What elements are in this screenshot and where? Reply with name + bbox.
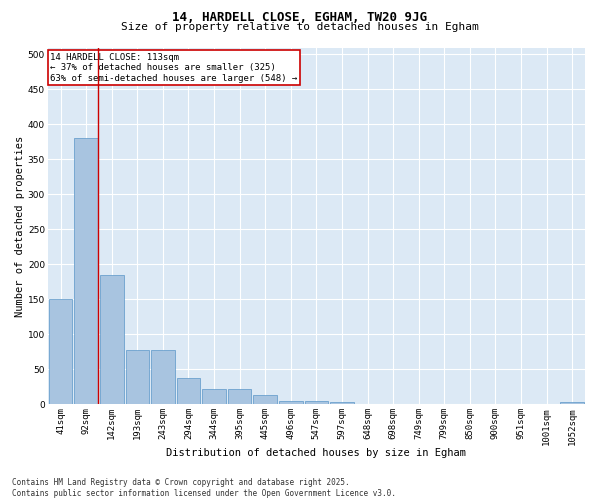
Bar xyxy=(125,350,149,405)
Bar xyxy=(74,138,98,404)
Y-axis label: Number of detached properties: Number of detached properties xyxy=(15,136,25,316)
Bar xyxy=(177,378,200,404)
Bar xyxy=(228,389,251,404)
Bar xyxy=(100,275,124,404)
Text: Contains HM Land Registry data © Crown copyright and database right 2025.
Contai: Contains HM Land Registry data © Crown c… xyxy=(12,478,396,498)
Bar xyxy=(253,395,277,404)
Bar xyxy=(330,402,354,404)
Bar xyxy=(305,401,328,404)
X-axis label: Distribution of detached houses by size in Egham: Distribution of detached houses by size … xyxy=(166,448,466,458)
Text: 14, HARDELL CLOSE, EGHAM, TW20 9JG: 14, HARDELL CLOSE, EGHAM, TW20 9JG xyxy=(173,11,427,24)
Text: 14 HARDELL CLOSE: 113sqm
← 37% of detached houses are smaller (325)
63% of semi-: 14 HARDELL CLOSE: 113sqm ← 37% of detach… xyxy=(50,53,298,82)
Bar xyxy=(202,389,226,404)
Bar xyxy=(151,350,175,405)
Bar xyxy=(49,300,73,405)
Text: Size of property relative to detached houses in Egham: Size of property relative to detached ho… xyxy=(121,22,479,32)
Bar xyxy=(560,402,584,404)
Bar xyxy=(279,401,302,404)
